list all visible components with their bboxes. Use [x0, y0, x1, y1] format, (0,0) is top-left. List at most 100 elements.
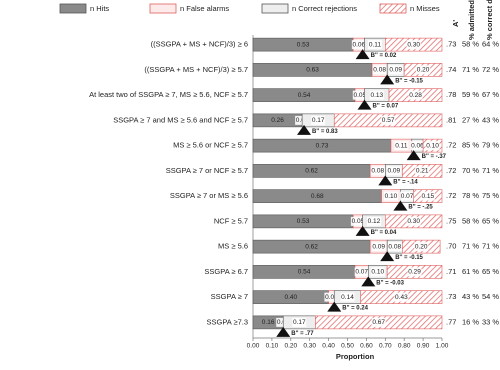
- category-label: MS ≥ 5.6: [218, 242, 248, 251]
- bar-value-label: 0.06: [353, 41, 366, 48]
- category-label: SSGPA ≥ 7 or NCF ≥ 5.7: [166, 166, 248, 175]
- admitted-marker: [361, 276, 376, 287]
- admitted-marker: [406, 150, 421, 161]
- correct-value: 67 %: [482, 90, 499, 99]
- admitted-marker: [276, 326, 291, 337]
- b-label: B'' = 0.83: [312, 129, 338, 135]
- bar-value-label: 0.05: [353, 92, 366, 99]
- bar-value-label: 0.57: [382, 117, 395, 124]
- bar-value-label: 0.30: [407, 218, 420, 225]
- bar-value-label: 0.62: [305, 243, 318, 250]
- admitted-value: 85 %: [462, 141, 479, 150]
- b-label: B'' = -0.15: [395, 255, 423, 261]
- b-label: B'' = .77: [291, 331, 314, 337]
- admitted-value: 58 %: [462, 216, 479, 225]
- bar-value-label: 0.26: [271, 117, 284, 124]
- label-box: [372, 65, 387, 75]
- correct-value: 71 %: [482, 242, 499, 251]
- admitted-value: 16 %: [462, 317, 479, 326]
- bar-value-label: 0.06: [411, 142, 424, 149]
- bar-value-label: 0.68: [311, 193, 324, 200]
- label-box: [386, 166, 401, 176]
- bar-value-label: 0.10: [426, 142, 439, 149]
- label-box: [406, 216, 421, 226]
- bar-value-label: 0.15: [421, 193, 434, 200]
- b-label: B'' = 0.02: [371, 53, 397, 59]
- category-label: NCF ≥ 5.7: [214, 216, 248, 225]
- admitted-value: 59 %: [462, 90, 479, 99]
- label-box: [407, 267, 422, 277]
- a-prime-value: .73: [446, 40, 456, 49]
- admitted-value: 27 %: [462, 115, 479, 124]
- a-prime-value: .72: [446, 191, 456, 200]
- label-box: [420, 191, 435, 201]
- label-box: [387, 242, 402, 252]
- bar-value-label: 0.17: [293, 319, 306, 326]
- label-box: [425, 141, 440, 151]
- a-prime-value: .72: [446, 166, 456, 175]
- bar-value-label: 0.73: [316, 142, 329, 149]
- b-label: B'' = 0.24: [342, 306, 368, 312]
- admitted-marker: [297, 124, 312, 135]
- bar-value-label: 0.29: [408, 269, 421, 276]
- legend-swatch: [261, 3, 289, 14]
- bar-value-label: 0.09: [389, 67, 402, 74]
- a-prime-value: .77: [446, 317, 456, 326]
- correct-value: 64 %: [482, 40, 499, 49]
- correct-value: 71 %: [482, 166, 499, 175]
- category-label: At least two of SSGPA ≥ 7, MS ≥ 5.6, NCF…: [89, 90, 248, 99]
- correct-value: 79 %: [482, 141, 499, 150]
- legend-swatch: [149, 3, 177, 14]
- x-tick-label: 0.20: [284, 343, 297, 350]
- correct-header: % correct decisions: [485, 0, 494, 40]
- x-tick-label: 0.70: [379, 343, 392, 350]
- bar-value-label: 0.54: [298, 269, 311, 276]
- b-label: B'' = -0.15: [395, 78, 423, 84]
- label-box: [394, 292, 409, 302]
- b-label: B'' = -0.03: [376, 280, 404, 286]
- label-box: [415, 166, 430, 176]
- correct-value: 43 %: [482, 115, 499, 124]
- admitted-value: 78 %: [462, 191, 479, 200]
- bar-value-label: 0.10: [371, 269, 384, 276]
- x-tick-label: 0.40: [322, 343, 335, 350]
- label-box: [406, 40, 421, 50]
- admitted-marker: [327, 301, 342, 312]
- bar-value-label: 0.08: [373, 67, 386, 74]
- correct-value: 65 %: [482, 267, 499, 276]
- label-box: [388, 65, 403, 75]
- a-prime-value: .78: [446, 90, 456, 99]
- label-box: [394, 141, 409, 151]
- x-tick-label: 1.00: [436, 343, 449, 350]
- legend-label: n Hits: [90, 4, 109, 13]
- admitted-value: 58 %: [462, 40, 479, 49]
- bar-value-label: 0.54: [298, 92, 311, 99]
- bar-value-label: 0.53: [297, 218, 310, 225]
- admitted-marker: [393, 200, 408, 211]
- bar-value-label: 0.43: [395, 294, 408, 301]
- x-tick-label: 0.60: [360, 343, 373, 350]
- x-tick-label: 0.30: [303, 343, 316, 350]
- admitted-marker: [380, 251, 395, 262]
- b-label: B'' = 0.04: [371, 230, 397, 236]
- bar-value-label: 0.09: [372, 243, 385, 250]
- admitted-marker: [380, 74, 395, 85]
- category-label: SSGPA ≥ 6.7: [204, 267, 248, 276]
- a-prime-value: .74: [446, 65, 456, 74]
- category-label: MS ≥ 5.6 or NCF ≥ 5.7: [173, 141, 248, 150]
- bar-value-label: 0.09: [387, 168, 400, 175]
- label-box: [381, 115, 396, 125]
- legend-swatch: [59, 3, 87, 14]
- label-box: [371, 242, 386, 252]
- bar-value-label: 0.28: [409, 92, 422, 99]
- label-box: [366, 216, 381, 226]
- a-prime-value: .70: [446, 242, 456, 251]
- a-prime-value: .81: [446, 115, 456, 124]
- label-box: [350, 216, 365, 226]
- correct-value: 75 %: [482, 191, 499, 200]
- label-box: [354, 267, 369, 277]
- category-label: SSGPA ≥ 7 and MS ≥ 5.6 and NCF ≥ 5.7: [113, 115, 248, 124]
- label-box: [340, 292, 355, 302]
- bar-value-label: 0.63: [306, 67, 319, 74]
